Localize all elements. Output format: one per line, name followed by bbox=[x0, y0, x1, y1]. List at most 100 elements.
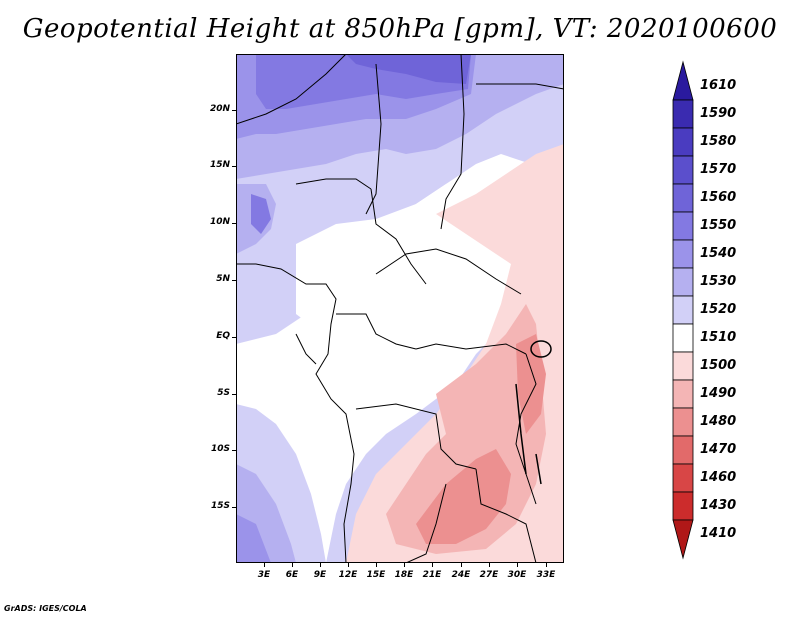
colorbar-swatch bbox=[672, 379, 694, 409]
border-drc-north bbox=[415, 343, 527, 355]
lon-tick bbox=[489, 563, 490, 567]
colorbar-swatch bbox=[672, 155, 694, 185]
lat-label-5s: 5S bbox=[217, 388, 230, 398]
colorbar-swatch bbox=[672, 267, 694, 297]
border-car bbox=[375, 248, 522, 295]
colorbar-label: 1550 bbox=[700, 218, 737, 233]
lon-tick bbox=[461, 563, 462, 567]
lon-label-30e: 30E bbox=[507, 570, 527, 580]
lat-tick bbox=[232, 280, 236, 281]
lon-label-27e: 27E bbox=[479, 570, 499, 580]
lake-victoria bbox=[530, 340, 552, 358]
lat-tick bbox=[232, 394, 236, 395]
colorbar-label: 1520 bbox=[700, 302, 737, 317]
coastline-west bbox=[236, 263, 355, 563]
colorbar-label: 1430 bbox=[700, 498, 737, 513]
colorbar-label: 1590 bbox=[700, 106, 737, 121]
lon-tick bbox=[292, 563, 293, 567]
border-congo bbox=[336, 313, 417, 350]
lon-label-12e: 12E bbox=[338, 570, 358, 580]
lon-tick bbox=[546, 563, 547, 567]
lon-label-3e: 3E bbox=[257, 570, 271, 580]
lon-tick bbox=[376, 563, 377, 567]
colorbar-label: 1540 bbox=[700, 246, 737, 261]
border-libya-egypt bbox=[476, 83, 564, 90]
field-band-1510-north bbox=[296, 174, 476, 329]
lake-tanganyika bbox=[515, 383, 527, 475]
lon-label-6e: 6E bbox=[285, 570, 299, 580]
colorbar-label: 1510 bbox=[700, 330, 737, 345]
border-namibia-botswana bbox=[405, 483, 447, 563]
lat-label-10n: 10N bbox=[209, 217, 230, 227]
lon-tick bbox=[264, 563, 265, 567]
colorbar-label: 1470 bbox=[700, 442, 737, 457]
lon-label-18e: 18E bbox=[394, 570, 414, 580]
border-great-lakes bbox=[515, 353, 537, 505]
lake-malawi bbox=[535, 453, 542, 485]
lon-tick bbox=[517, 563, 518, 567]
lon-label-9e: 9E bbox=[313, 570, 327, 580]
lat-tick bbox=[232, 450, 236, 451]
colorbar-swatch bbox=[672, 295, 694, 325]
border-chad-sudan bbox=[440, 54, 465, 230]
colorbar bbox=[672, 60, 694, 560]
field-band-1480 bbox=[416, 449, 511, 544]
colorbar-swatch bbox=[672, 435, 694, 465]
lat-label-15s: 15S bbox=[210, 501, 230, 511]
lakes bbox=[515, 340, 552, 485]
lat-tick bbox=[232, 337, 236, 338]
lon-tick bbox=[404, 563, 405, 567]
field-band-1560 bbox=[346, 54, 471, 84]
lat-label-20n: 20N bbox=[209, 104, 230, 114]
lon-tick bbox=[432, 563, 433, 567]
field-band-1510 bbox=[236, 154, 546, 563]
map-plot-area bbox=[236, 54, 564, 563]
border-niger-chad bbox=[365, 63, 382, 215]
colorbar-swatch bbox=[672, 239, 694, 269]
lat-tick bbox=[232, 223, 236, 224]
lon-tick bbox=[348, 563, 349, 567]
lat-label-eq: EQ bbox=[216, 331, 230, 341]
colorbar-swatch bbox=[672, 519, 694, 560]
lon-label-21e: 21E bbox=[422, 570, 442, 580]
country-borders bbox=[236, 54, 564, 563]
colorbar-swatch bbox=[672, 183, 694, 213]
colorbar-label: 1610 bbox=[700, 78, 737, 93]
colorbar-label: 1460 bbox=[700, 470, 737, 485]
border-zambia bbox=[475, 468, 537, 563]
colorbar-label: 1570 bbox=[700, 162, 737, 177]
lon-label-33e: 33E bbox=[536, 570, 556, 580]
colorbar-label: 1580 bbox=[700, 134, 737, 149]
colorbar-label: 1480 bbox=[700, 414, 737, 429]
colorbar-swatch bbox=[672, 407, 694, 437]
colorbar-swatch bbox=[672, 211, 694, 241]
colorbar-swatch bbox=[672, 60, 694, 101]
border-sahara-west bbox=[236, 54, 347, 125]
colorbar-label: 1560 bbox=[700, 190, 737, 205]
border-gabon bbox=[295, 333, 317, 365]
border-drc-angola bbox=[355, 403, 477, 470]
colorbar-label: 1500 bbox=[700, 358, 737, 373]
colorbar-label: 1490 bbox=[700, 386, 737, 401]
lat-label-15n: 15N bbox=[209, 160, 230, 170]
colorbar-label: 1530 bbox=[700, 274, 737, 289]
lon-label-24e: 24E bbox=[451, 570, 471, 580]
colorbar-swatch bbox=[672, 127, 694, 157]
border-niger-nigeria bbox=[295, 178, 372, 190]
colorbar-swatch bbox=[672, 463, 694, 493]
lat-tick bbox=[232, 507, 236, 508]
map-title: Geopotential Height at 850hPa [gpm], VT:… bbox=[22, 14, 778, 44]
credit-text: GrADS: IGES/COLA bbox=[4, 604, 87, 613]
border-cameroon-chad bbox=[370, 188, 427, 285]
field-pocket-west-inner bbox=[251, 194, 271, 234]
field-band-1540-south bbox=[236, 514, 271, 563]
colorbar-swatch bbox=[672, 491, 694, 521]
lat-tick bbox=[232, 166, 236, 167]
lon-tick bbox=[320, 563, 321, 567]
geopotential-field bbox=[236, 54, 564, 563]
lat-label-5n: 5N bbox=[216, 274, 230, 284]
colorbar-swatch bbox=[672, 323, 694, 353]
colorbar-swatch bbox=[672, 99, 694, 129]
colorbar-label: 1410 bbox=[700, 526, 737, 541]
lat-label-10s: 10S bbox=[210, 444, 230, 454]
